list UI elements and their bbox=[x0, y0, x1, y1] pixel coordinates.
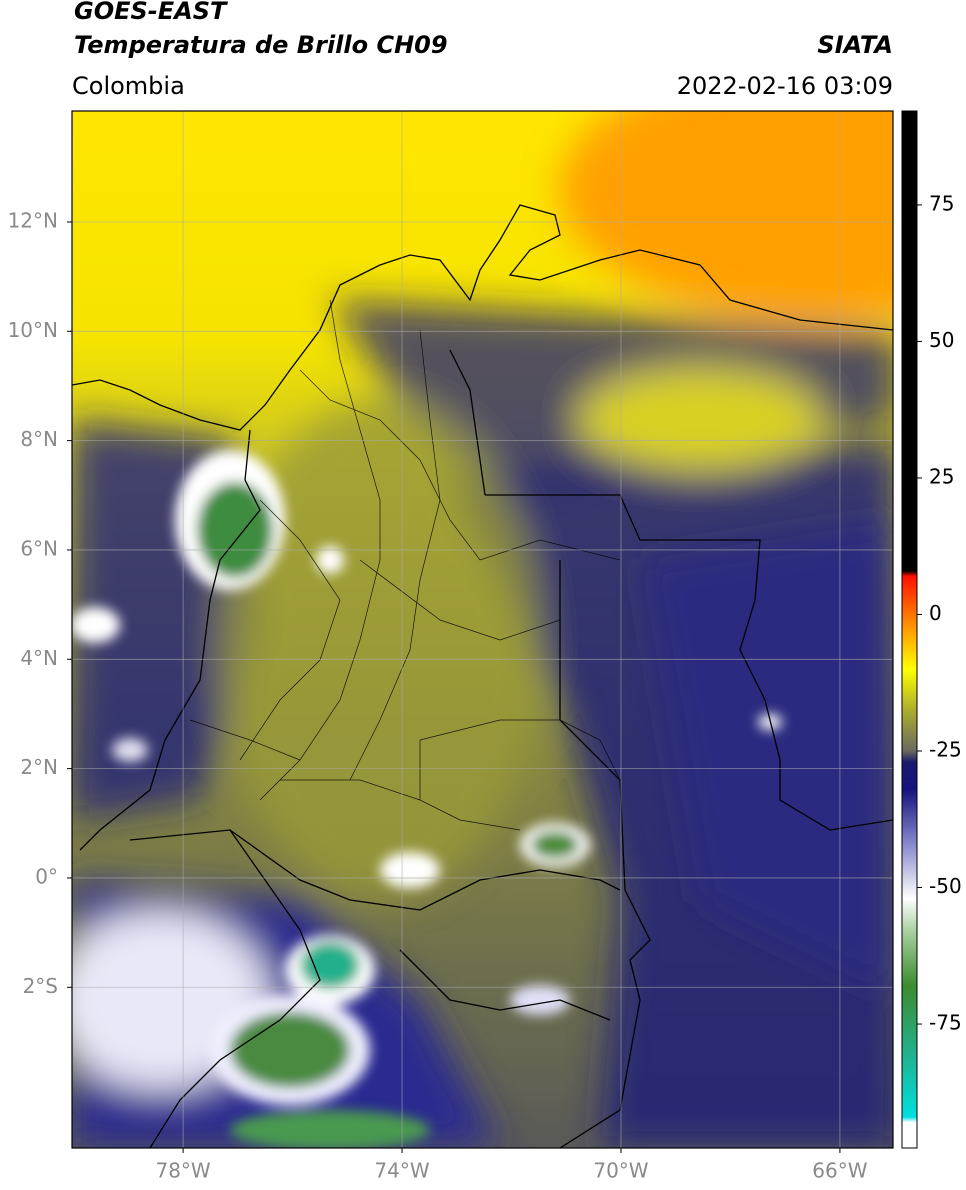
source: SIATA bbox=[817, 31, 893, 59]
colorbar-tick-label: -25 bbox=[929, 738, 962, 762]
x-tick-label: 66°W bbox=[812, 1159, 867, 1183]
satellite-image bbox=[72, 111, 893, 1148]
x-tick-label: 74°W bbox=[374, 1159, 429, 1183]
y-tick-label: 2°N bbox=[20, 755, 58, 779]
x-tick-label: 70°W bbox=[593, 1159, 648, 1183]
subtitle: Temperatura de Brillo CH09 bbox=[74, 31, 448, 59]
y-tick-label: 10°N bbox=[8, 318, 58, 342]
map-frame bbox=[71, 110, 894, 1149]
y-tick-label: 4°N bbox=[20, 646, 58, 670]
colorbar-tick-label: -50 bbox=[929, 874, 962, 898]
colorbar-tick-label: 75 bbox=[929, 191, 954, 215]
colorbar-tick-label: 50 bbox=[929, 328, 954, 352]
colorbar-gradient bbox=[901, 110, 918, 1149]
grid: 78°W 74°W 70°W 66°W 12°N 10°N 8°N 6°N 4°N 2°N 0° 2°… bbox=[8, 111, 893, 1183]
colorbar-tick-label: 0 bbox=[929, 601, 942, 625]
colorbar-tick-label: 25 bbox=[929, 464, 954, 488]
colorbar-tick-label: -75 bbox=[929, 1011, 962, 1035]
y-tick-label: 2°S bbox=[23, 974, 58, 998]
y-tick-label: 6°N bbox=[20, 536, 58, 560]
y-tick-label: 12°N bbox=[8, 208, 58, 232]
x-tick-label: 78°W bbox=[155, 1159, 210, 1183]
colorbar: 75 50 25 0 -25 -50 -75 bbox=[901, 110, 962, 1149]
y-tick-label: 0° bbox=[35, 864, 58, 888]
datetime: 2022-02-16 03:09 bbox=[677, 72, 893, 100]
region: Colombia bbox=[72, 72, 185, 100]
y-tick-label: 8°N bbox=[20, 427, 58, 451]
title: GOES-EAST bbox=[74, 0, 228, 25]
